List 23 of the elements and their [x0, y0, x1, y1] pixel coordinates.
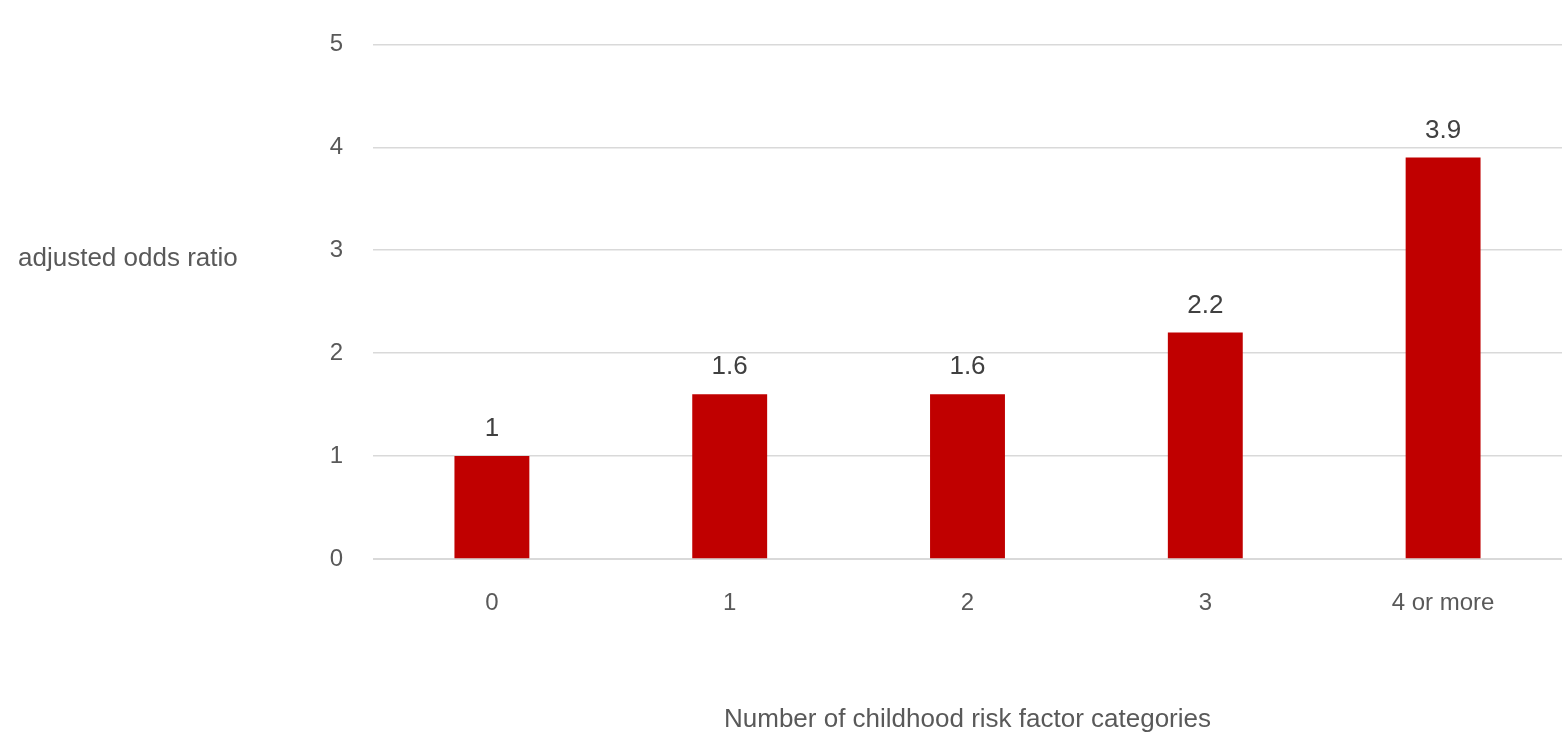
- y-tick-label: 0: [329, 543, 343, 571]
- bar: [930, 394, 1005, 559]
- data-label: 1.6: [949, 350, 986, 381]
- x-tick-label: 4 or more: [1391, 588, 1495, 616]
- bar: [1405, 157, 1481, 559]
- y-tick-label: 2: [329, 337, 343, 365]
- data-label: 1.6: [711, 350, 748, 381]
- x-tick-label: 2: [960, 588, 975, 616]
- data-label: 2.2: [1187, 288, 1224, 319]
- x-tick-label: 3: [1198, 588, 1212, 616]
- y-tick-label: 5: [329, 29, 343, 57]
- data-label: 1: [484, 412, 500, 443]
- bar: [692, 394, 768, 559]
- y-tick-label: 1: [329, 440, 343, 468]
- x-tick-label: 0: [485, 588, 499, 616]
- x-tick-label: 1: [723, 588, 737, 616]
- y-axis-title: adjusted odds ratio: [18, 242, 238, 273]
- data-label: 3.9: [1425, 113, 1462, 144]
- x-axis-title: Number of childhood risk factor categories: [723, 702, 1212, 733]
- bar: [454, 456, 530, 559]
- y-tick-label: 4: [329, 131, 343, 159]
- y-tick-label: 3: [329, 234, 343, 262]
- bar: [1167, 332, 1243, 559]
